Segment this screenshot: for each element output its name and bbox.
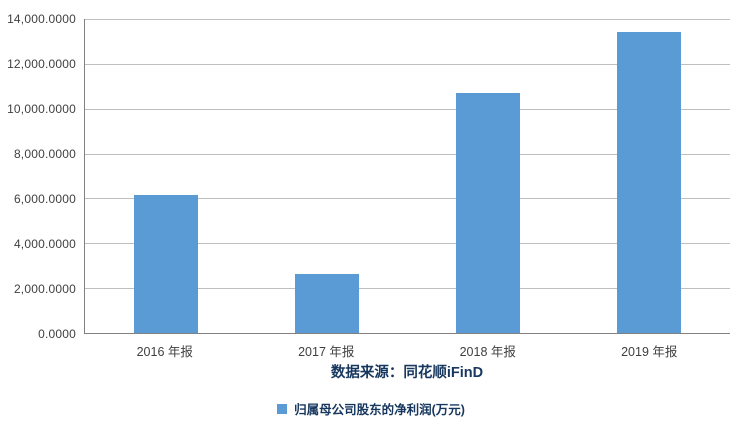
y-tick-label: 6,000.0000 bbox=[13, 192, 76, 206]
legend-label: 归属母公司股东的净利润(万元) bbox=[294, 403, 465, 417]
category-cell-2019 bbox=[569, 19, 730, 333]
category-cell-2017 bbox=[246, 19, 407, 333]
bar-2016[interactable] bbox=[133, 195, 198, 333]
y-tick-label: 0.0000 bbox=[38, 327, 76, 341]
x-tick-label: 2019 年报 bbox=[621, 345, 678, 359]
gridline bbox=[85, 108, 730, 110]
x-axis: 2016 年报 2017 年报 2018 年报 2019 年报 bbox=[84, 341, 730, 360]
bar-2018[interactable] bbox=[456, 93, 521, 333]
y-tick-label: 4,000.0000 bbox=[13, 237, 76, 251]
y-tick-label: 8,000.0000 bbox=[13, 147, 76, 161]
y-tick-label: 10,000.0000 bbox=[7, 102, 76, 116]
legend[interactable]: 归属母公司股东的净利润(万元) bbox=[0, 399, 742, 418]
gridline bbox=[85, 243, 730, 245]
bar-series bbox=[85, 19, 730, 333]
x-tick-label: 2017 年报 bbox=[298, 345, 355, 359]
gridline bbox=[85, 153, 730, 155]
gridline bbox=[85, 19, 730, 20]
legend-marker-icon bbox=[277, 403, 288, 414]
y-tick-label: 14,000.0000 bbox=[7, 12, 76, 26]
x-tick-label: 2018 年报 bbox=[459, 345, 516, 359]
plot-area bbox=[84, 19, 730, 334]
data-source-caption: 数据来源：同花顺iFinD bbox=[330, 365, 484, 381]
bar-2017[interactable] bbox=[294, 273, 359, 333]
gridline bbox=[85, 198, 730, 200]
bar-2019[interactable] bbox=[617, 31, 682, 333]
gridline bbox=[85, 63, 730, 65]
y-tick-label: 2,000.0000 bbox=[13, 282, 76, 296]
y-axis: 14,000.0000 12,000.0000 10,000.0000 8,00… bbox=[0, 12, 76, 341]
category-cell-2018 bbox=[408, 19, 569, 333]
gridline bbox=[85, 288, 730, 290]
category-cell-2016 bbox=[85, 19, 246, 333]
x-tick-label: 2016 年报 bbox=[136, 345, 193, 359]
y-tick-label: 12,000.0000 bbox=[7, 57, 76, 71]
